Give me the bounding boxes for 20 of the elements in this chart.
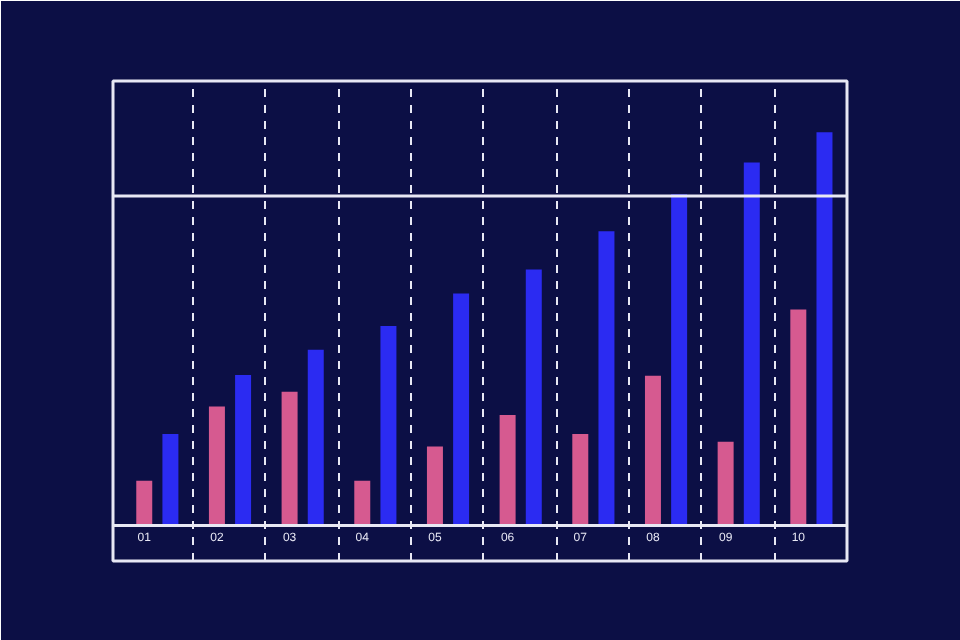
- bar: [307, 349, 324, 526]
- bar: [426, 446, 443, 526]
- bar: [235, 374, 252, 526]
- bar: [208, 406, 225, 526]
- bar: [162, 433, 179, 526]
- bar: [572, 433, 589, 526]
- bar: [354, 480, 371, 526]
- bar: [281, 391, 298, 526]
- bar: [598, 231, 615, 526]
- bar: [453, 293, 470, 526]
- bar: [644, 375, 661, 526]
- bar: [136, 480, 153, 526]
- bar: [671, 194, 688, 526]
- bar: [525, 269, 542, 526]
- bar: [816, 132, 833, 526]
- bar: [499, 415, 516, 526]
- bar: [743, 162, 760, 526]
- bar: [717, 441, 734, 526]
- bar: [790, 309, 807, 526]
- bar: [380, 326, 397, 526]
